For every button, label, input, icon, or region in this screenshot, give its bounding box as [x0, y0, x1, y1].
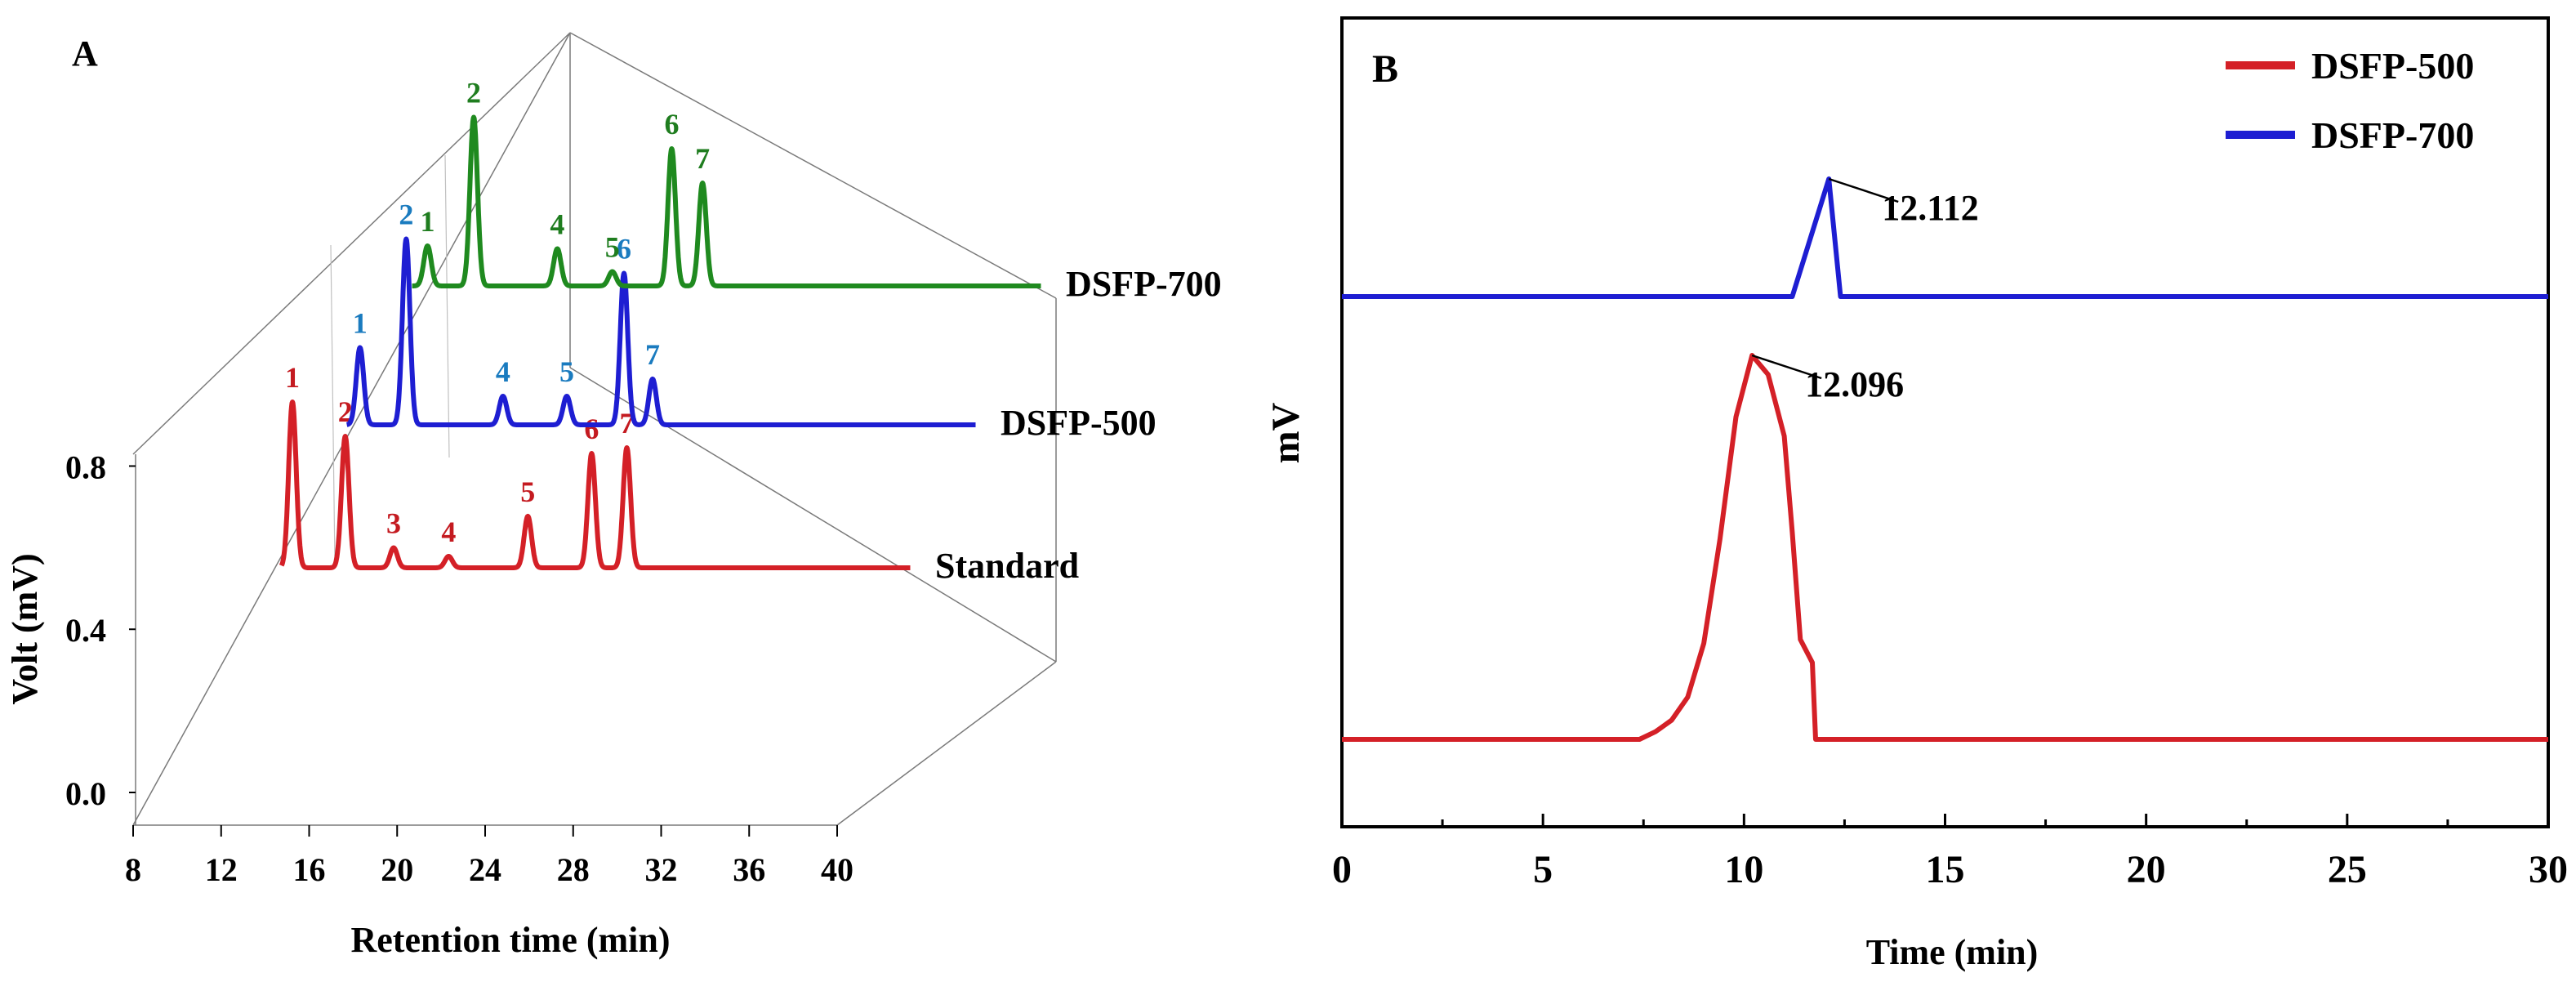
peak-label: 1: [353, 307, 368, 340]
legend-label: DSFP-500: [2311, 45, 2474, 87]
y-tick-label: 0.8: [65, 449, 106, 485]
x-tick-label: 15: [1926, 848, 1965, 891]
peak-label: 1: [285, 361, 300, 394]
peak-label: 5: [605, 231, 620, 264]
peak-label: 5: [520, 475, 535, 508]
peak-label: 6: [664, 108, 679, 141]
peak-label: 6: [617, 233, 631, 266]
peak-label: 3: [386, 507, 401, 540]
series-name-label: Standard: [935, 546, 1079, 586]
trace-dsfp-700: [1342, 176, 2548, 299]
x-tick-label: 24: [469, 851, 501, 888]
y-tick-label: 0.0: [65, 775, 106, 812]
trace-dsfp-700: [410, 114, 1043, 288]
x-tick-label: 16: [293, 851, 326, 888]
panel-a-depth-guides: [330, 154, 450, 565]
panel-b-series: 12.096 12.112: [1342, 176, 2548, 742]
panel-b-label: B: [1372, 47, 1398, 91]
x-tick-label: 12: [205, 851, 238, 888]
peak-label: 4: [441, 516, 456, 548]
peak-label: 2: [399, 199, 413, 231]
peak-annotation-label: 12.112: [1882, 188, 1979, 228]
panel-a-axes: 0.0 0.4 0.8 8 12 16 20 24 28 32 36 40: [65, 449, 853, 888]
panel-a-x-axis-title: Retention time (min): [350, 920, 670, 960]
peak-annotation-leader: [1751, 354, 1822, 380]
x-tick-label: 36: [733, 851, 765, 888]
peak-label: 7: [695, 142, 710, 175]
panel-a-label: A: [72, 33, 98, 74]
panel-b-legend: DSFP-500 DSFP-700: [2226, 45, 2474, 156]
x-tick-label: 10: [1724, 848, 1763, 891]
peak-annotation-leader: [1828, 177, 1899, 203]
x-tick-label: 40: [821, 851, 853, 888]
trace-dsfp-500: [345, 236, 978, 427]
peak-annotation-label: 12.096: [1805, 364, 1904, 404]
x-tick-label: 28: [557, 851, 590, 888]
x-tick-label: 0: [1332, 848, 1352, 891]
y-tick-label: 0.4: [65, 612, 106, 649]
peak-label: 6: [584, 413, 599, 445]
panel-b-x-axis-title: Time (min): [1866, 932, 2039, 972]
x-tick-label: 25: [2328, 848, 2367, 891]
peak-label: 4: [550, 208, 564, 241]
peak-label: 5: [559, 355, 574, 388]
panel-b-y-axis-title: mV: [1264, 402, 1308, 463]
depth-guide-line: [444, 154, 450, 458]
panel-b-x-axis: 0 5 10 15 20 25 30: [1332, 814, 2568, 891]
series-name-label: DSFP-700: [1066, 264, 1222, 304]
series-name-label: DSFP-500: [1001, 403, 1157, 443]
x-tick-label: 20: [381, 851, 413, 888]
x-tick-label: 8: [125, 851, 141, 888]
peak-label: 7: [645, 338, 660, 371]
panel-a: A 0.00.40.88 12 16 20 24 28 32 36 40 123 456 7Stan…: [5, 32, 1222, 960]
peak-label: 1: [420, 205, 435, 238]
peak-label: 2: [466, 77, 481, 109]
legend-label: DSFP-700: [2311, 114, 2474, 156]
x-tick-label: 30: [2529, 848, 2568, 891]
x-tick-label: 20: [2127, 848, 2166, 891]
trace-dsfp-500: [1342, 353, 2548, 742]
depth-guide-line: [330, 244, 336, 565]
x-tick-label: 32: [645, 851, 678, 888]
trace-standard: [279, 399, 912, 570]
panel-a-y-axis-title: Volt (mV): [5, 553, 45, 704]
x-tick-label: 5: [1533, 848, 1553, 891]
peak-label: 4: [496, 355, 510, 388]
